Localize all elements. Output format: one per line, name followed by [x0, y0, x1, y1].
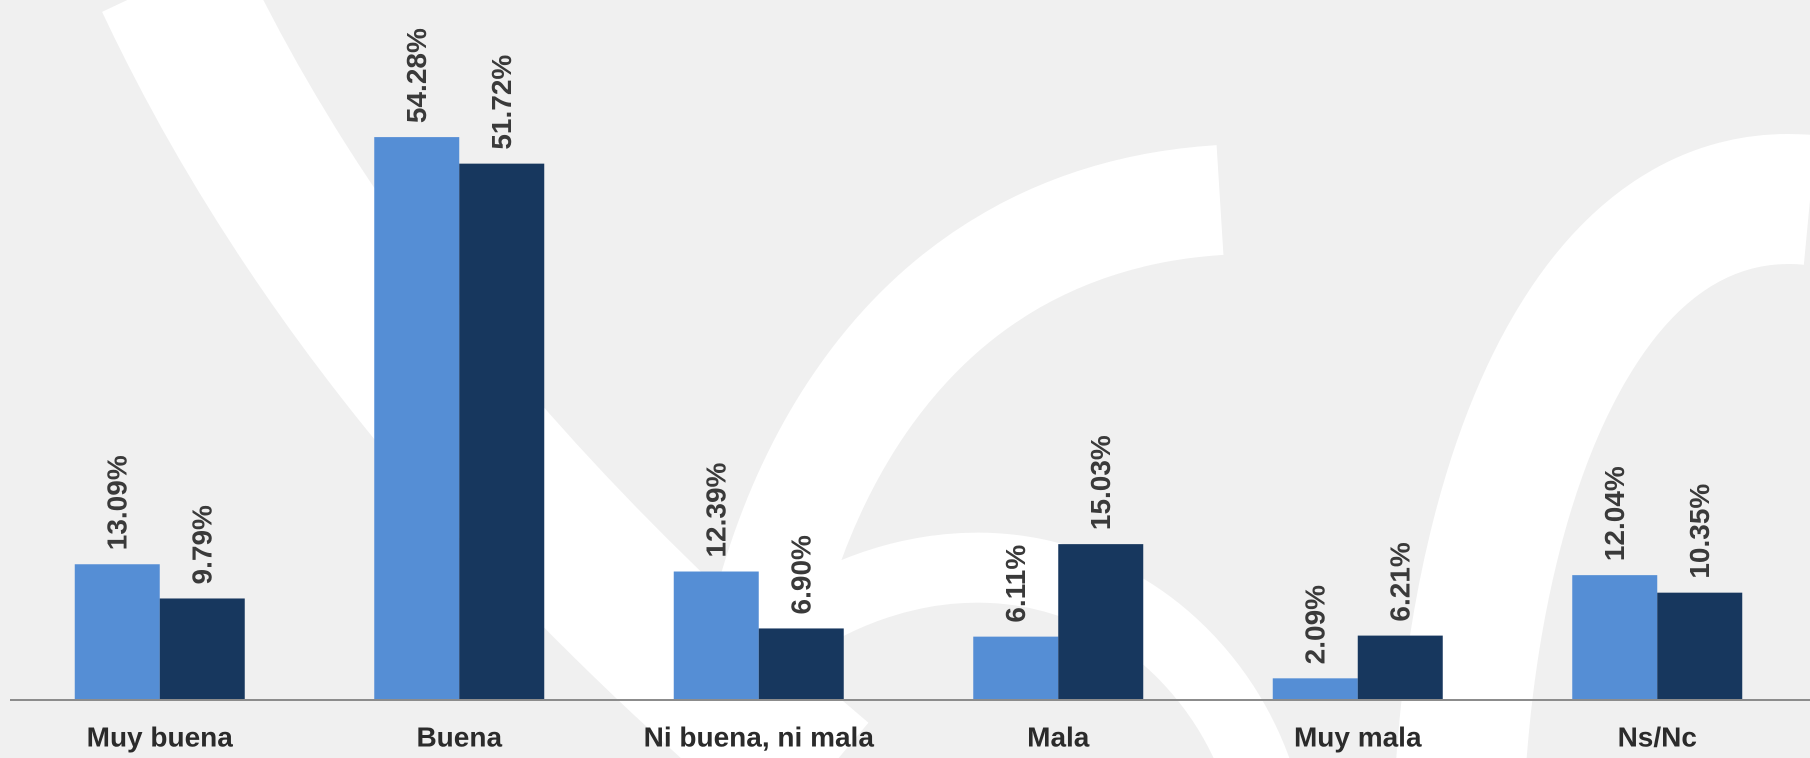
value-label: 13.09% — [102, 455, 133, 550]
x-tick-label: Muy mala — [1294, 721, 1422, 752]
x-tick-label: Buena — [416, 721, 502, 752]
value-label: 15.03% — [1085, 435, 1116, 530]
value-label: 9.79% — [187, 505, 218, 584]
value-label: 12.04% — [1599, 466, 1630, 561]
bar — [1657, 592, 1743, 700]
value-label: 6.21% — [1385, 542, 1416, 621]
bar — [1572, 575, 1658, 700]
x-tick-label: Muy buena — [87, 721, 234, 752]
bar — [159, 598, 245, 700]
value-label: 12.39% — [701, 462, 732, 557]
value-label: 10.35% — [1684, 484, 1715, 579]
value-label: 6.11% — [1000, 545, 1031, 623]
bar — [673, 571, 759, 700]
value-label: 2.09% — [1300, 585, 1331, 664]
x-tick-label: Ni buena, ni mala — [644, 721, 875, 752]
value-label: 51.72% — [486, 55, 517, 150]
value-label: 54.28% — [401, 28, 432, 123]
bar — [1357, 635, 1443, 700]
bar — [1058, 544, 1144, 700]
bar — [459, 163, 545, 701]
bar — [74, 564, 160, 700]
x-tick-label: Ns/Nc — [1618, 721, 1697, 752]
bar — [374, 137, 460, 700]
bar — [973, 636, 1059, 700]
bar — [758, 628, 844, 700]
x-tick-label: Mala — [1027, 721, 1090, 752]
bar — [1272, 678, 1358, 700]
value-label: 6.90% — [786, 535, 817, 614]
